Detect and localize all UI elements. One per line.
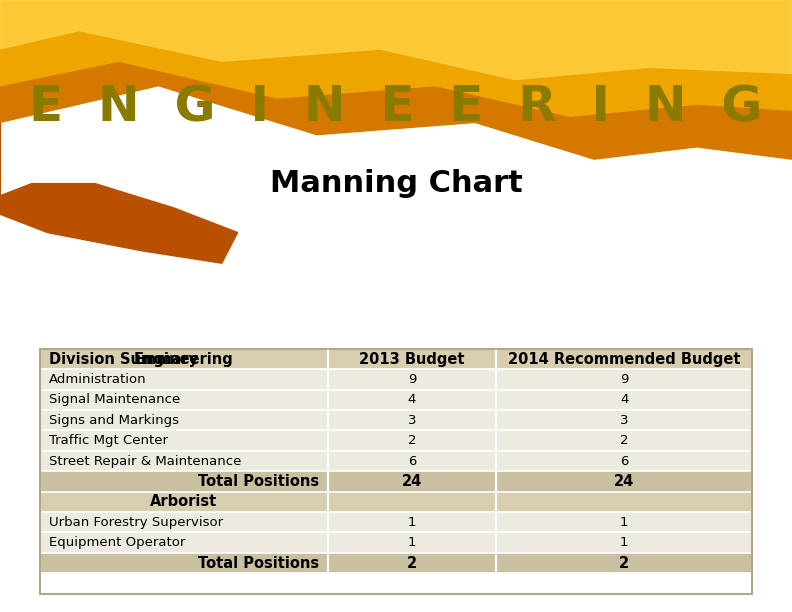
Text: Total Positions: Total Positions bbox=[198, 474, 318, 489]
Polygon shape bbox=[0, 0, 238, 263]
Text: Traffic Mgt Center: Traffic Mgt Center bbox=[49, 434, 168, 447]
Text: 1: 1 bbox=[408, 516, 417, 529]
Text: Engineering: Engineering bbox=[134, 351, 234, 367]
Bar bbox=[40, 471, 752, 491]
Polygon shape bbox=[40, 134, 792, 203]
Text: Signs and Markings: Signs and Markings bbox=[49, 414, 179, 427]
Text: Signal Maintenance: Signal Maintenance bbox=[49, 394, 181, 406]
Bar bbox=[40, 410, 752, 430]
Text: Street Repair & Maintenance: Street Repair & Maintenance bbox=[49, 455, 242, 468]
Text: 24: 24 bbox=[614, 474, 634, 489]
Text: Administration: Administration bbox=[49, 373, 147, 386]
Bar bbox=[40, 491, 752, 512]
Text: Arborist: Arborist bbox=[150, 494, 218, 509]
Bar bbox=[40, 532, 752, 553]
Text: 3: 3 bbox=[408, 414, 417, 427]
Bar bbox=[40, 349, 752, 369]
Bar bbox=[40, 349, 752, 594]
Text: Total Positions: Total Positions bbox=[198, 556, 318, 570]
Text: 1: 1 bbox=[620, 536, 628, 549]
Text: 2: 2 bbox=[619, 556, 629, 570]
Text: 6: 6 bbox=[620, 455, 628, 468]
Text: Manning Chart: Manning Chart bbox=[269, 169, 523, 198]
Bar bbox=[40, 369, 752, 390]
Text: 24: 24 bbox=[402, 474, 422, 489]
Text: 1: 1 bbox=[408, 536, 417, 549]
Text: 2: 2 bbox=[407, 556, 417, 570]
Bar bbox=[40, 451, 752, 471]
Text: Division Summary: Division Summary bbox=[49, 351, 198, 367]
Text: 2: 2 bbox=[408, 434, 417, 447]
Polygon shape bbox=[0, 0, 792, 116]
Polygon shape bbox=[0, 0, 792, 80]
Bar bbox=[40, 553, 752, 573]
Bar bbox=[40, 512, 752, 532]
Polygon shape bbox=[40, 142, 792, 211]
Text: 4: 4 bbox=[620, 394, 628, 406]
Text: 9: 9 bbox=[408, 373, 417, 386]
Polygon shape bbox=[0, 0, 792, 159]
Text: Equipment Operator: Equipment Operator bbox=[49, 536, 185, 549]
Text: 2: 2 bbox=[620, 434, 628, 447]
Text: E  N  G  I  N  E  E  R  I  N  G: E N G I N E E R I N G bbox=[29, 83, 763, 131]
Text: 3: 3 bbox=[620, 414, 628, 427]
Text: 9: 9 bbox=[620, 373, 628, 386]
Text: Urban Forestry Supervisor: Urban Forestry Supervisor bbox=[49, 516, 223, 529]
Text: 1: 1 bbox=[620, 516, 628, 529]
Text: 6: 6 bbox=[408, 455, 417, 468]
Bar bbox=[40, 430, 752, 451]
Text: 4: 4 bbox=[408, 394, 417, 406]
Bar bbox=[40, 390, 752, 410]
Polygon shape bbox=[40, 126, 792, 195]
Text: 2014 Recommended Budget: 2014 Recommended Budget bbox=[508, 351, 741, 367]
Text: 2013 Budget: 2013 Budget bbox=[360, 351, 465, 367]
Bar bbox=[40, 349, 752, 369]
